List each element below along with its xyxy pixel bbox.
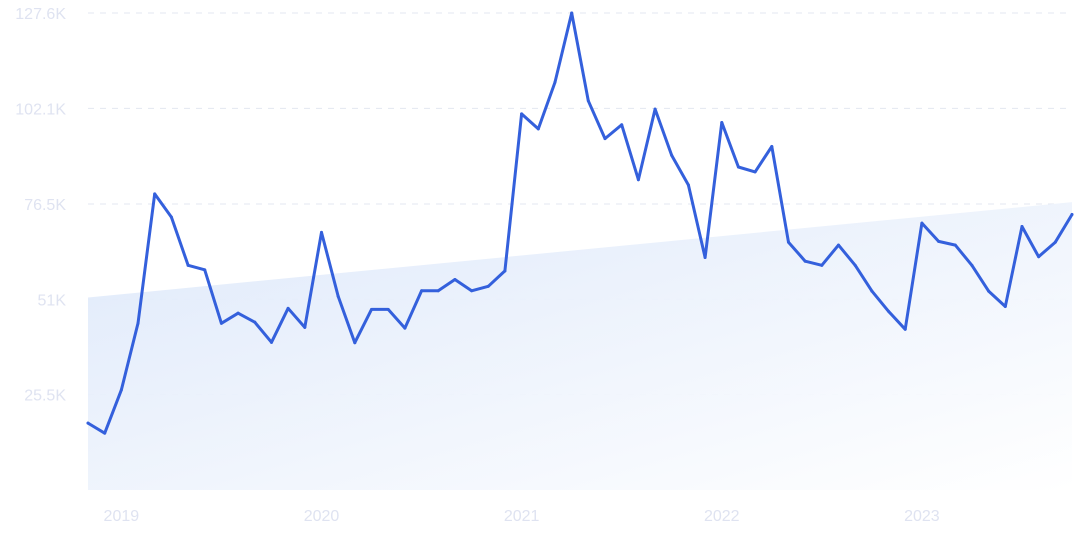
data-point	[236, 311, 240, 315]
data-point	[520, 112, 524, 116]
data-point	[420, 289, 424, 293]
data-point	[670, 153, 674, 157]
y-tick-label: 51K	[38, 292, 67, 309]
y-axis-tick-labels: 127.6K 102.1K 76.5K 51K 25.5K	[15, 6, 66, 405]
data-point	[720, 121, 724, 125]
data-point	[453, 278, 457, 282]
data-point	[887, 309, 891, 313]
data-point	[536, 127, 540, 131]
data-point	[386, 307, 390, 311]
data-point	[603, 137, 607, 141]
data-point	[1037, 255, 1041, 259]
data-point	[837, 243, 841, 247]
data-point	[903, 327, 907, 331]
data-point	[937, 239, 941, 243]
data-point	[1003, 304, 1007, 308]
data-point	[920, 221, 924, 225]
data-point	[136, 321, 140, 325]
data-point	[786, 240, 790, 244]
data-point	[336, 294, 340, 298]
x-tick-label: 2023	[904, 508, 940, 525]
x-axis-tick-labels: 2019 2020 2021 2022 2023	[104, 508, 940, 525]
y-tick-label: 127.6K	[15, 6, 66, 23]
data-points	[86, 11, 1074, 435]
data-point	[1070, 212, 1074, 216]
data-point	[570, 11, 574, 15]
trend-area	[88, 202, 1072, 491]
x-tick-label: 2020	[304, 508, 340, 525]
data-point	[319, 230, 323, 234]
y-tick-label: 25.5K	[24, 388, 66, 405]
data-point	[286, 306, 290, 310]
data-point	[269, 340, 273, 344]
data-point	[1053, 240, 1057, 244]
data-point	[970, 263, 974, 267]
data-point	[353, 341, 357, 345]
data-point	[219, 321, 223, 325]
data-point	[820, 263, 824, 267]
data-point	[1020, 224, 1024, 228]
data-point	[586, 99, 590, 103]
data-point	[370, 307, 374, 311]
data-point	[770, 144, 774, 148]
y-tick-label: 102.1K	[15, 101, 66, 118]
data-point	[153, 192, 157, 196]
data-point	[169, 215, 173, 219]
data-point	[753, 170, 757, 174]
data-point	[853, 263, 857, 267]
data-point	[736, 165, 740, 169]
data-point	[870, 289, 874, 293]
x-tick-label: 2022	[704, 508, 740, 525]
data-point	[620, 123, 624, 127]
data-point	[186, 263, 190, 267]
data-point	[553, 80, 557, 84]
data-point	[403, 326, 407, 330]
data-point	[636, 178, 640, 182]
data-point	[303, 325, 307, 329]
data-point	[103, 431, 107, 435]
data-point	[953, 243, 957, 247]
data-point	[503, 269, 507, 273]
data-point	[470, 289, 474, 293]
data-point	[119, 388, 123, 392]
data-point	[803, 259, 807, 263]
data-point	[486, 284, 490, 288]
y-tick-label: 76.5K	[24, 197, 66, 214]
data-point	[703, 255, 707, 259]
data-point	[203, 268, 207, 272]
x-tick-label: 2021	[504, 508, 540, 525]
series-line	[86, 11, 1074, 435]
data-point	[86, 421, 90, 425]
data-point	[686, 183, 690, 187]
data-point	[987, 289, 991, 293]
data-point	[253, 320, 257, 324]
data-point	[653, 107, 657, 111]
x-tick-label: 2019	[104, 508, 140, 525]
data-point	[436, 289, 440, 293]
